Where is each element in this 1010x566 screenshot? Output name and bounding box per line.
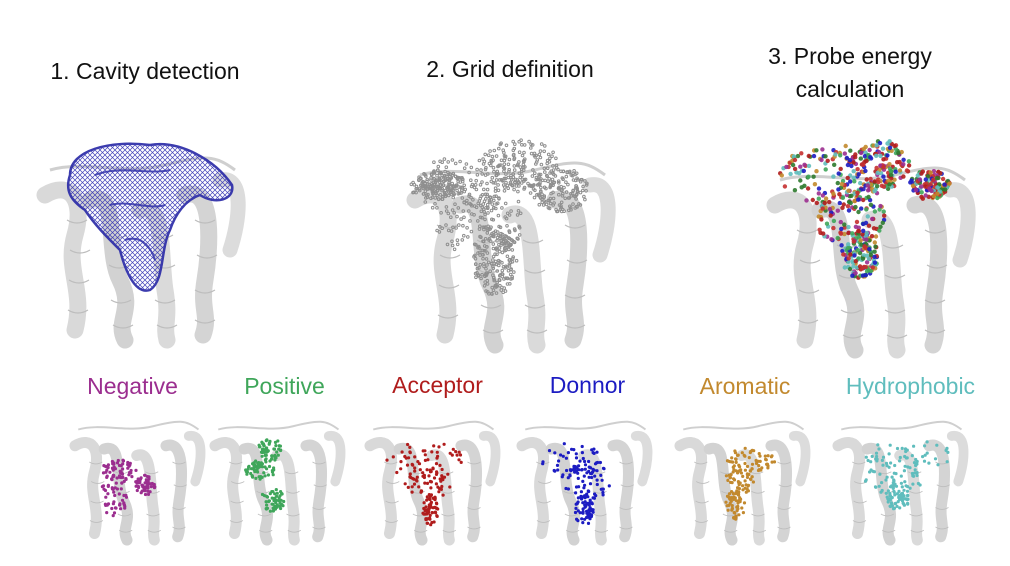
probe-energy-panel (775, 139, 968, 350)
grid-definition-panel (410, 138, 608, 345)
cavity-detection-panel (45, 142, 238, 340)
probe-label-acceptor: Acceptor (392, 372, 483, 398)
step-2-title: 2. Grid definition (426, 56, 594, 82)
probe-label-aromatic: Aromatic (699, 373, 791, 399)
probe-label-donnor: Donnor (549, 372, 626, 398)
step-3-title-line1: 3. Probe energy (768, 43, 932, 69)
probe-label-hydrophobic: Hydrophobic (845, 373, 976, 399)
step-1-title: 1. Cavity detection (50, 58, 240, 84)
probe-label-negative: Negative (87, 373, 178, 399)
probe-label-positive: Positive (244, 373, 325, 399)
step-3-title-line2: calculation (795, 76, 905, 102)
step-3-title: 3. Probe energy calculation (740, 40, 960, 106)
